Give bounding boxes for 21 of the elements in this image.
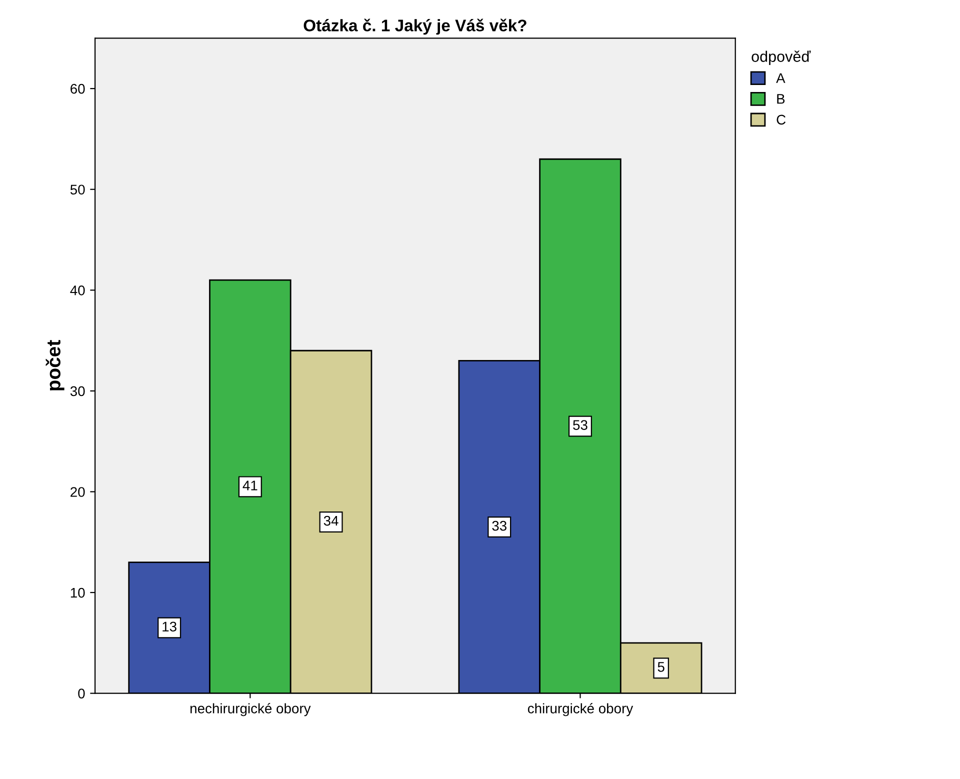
y-tick-label: 40 <box>70 285 85 296</box>
chart-title: Otázka č. 1 Jaký je Váš věk? <box>304 18 526 35</box>
y-tick-label: 10 <box>70 588 85 598</box>
data-label: 41 <box>242 480 258 490</box>
data-label: 13 <box>162 622 176 632</box>
y-tick-label: 20 <box>70 487 85 497</box>
data-label: 34 <box>324 516 338 526</box>
y-tick-label: 0 <box>78 688 85 698</box>
data-label: 5 <box>658 662 664 672</box>
legend-label: A <box>776 73 786 83</box>
legend-label: C <box>776 114 786 125</box>
y-tick-label: 30 <box>70 386 85 396</box>
y-axis-title: počet <box>46 340 64 390</box>
data-label: 33 <box>492 520 506 531</box>
y-tick-label: 50 <box>70 184 85 195</box>
x-tick-label: nechirurgické obory <box>190 703 311 716</box>
data-label: 53 <box>573 420 588 430</box>
legend-title: odpověď <box>752 50 811 65</box>
y-tick-label: 60 <box>70 84 85 94</box>
legend-label: B <box>777 94 785 104</box>
x-tick-label: chirurgické obory <box>528 703 634 716</box>
